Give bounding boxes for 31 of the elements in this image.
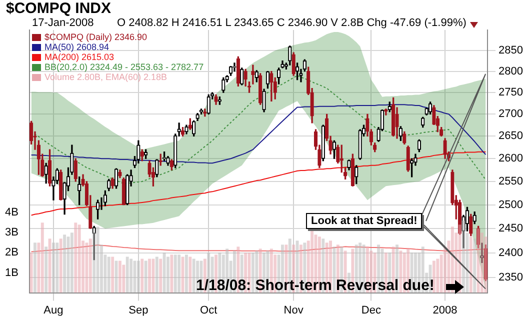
x-tick-label: Oct xyxy=(200,304,218,316)
x-tick-label: Sep xyxy=(128,304,148,316)
annotation: Look at that Spread! xyxy=(306,213,422,229)
y-tick-label: 2850 xyxy=(498,44,524,57)
chart-subtitle: 17-Jan-2008 xyxy=(32,17,94,29)
y2-tick-label: 4B xyxy=(4,206,18,219)
text: O 2408.82 H 2416.51 L 2343.65 C 2346.90 V 2.8B Chg -47.69 (-1.99%) xyxy=(117,17,466,29)
legend-label: MA(50) 2608.94 xyxy=(44,42,109,52)
y-tick-label: 2800 xyxy=(498,65,524,78)
y2-tick-label: 1B xyxy=(4,266,18,279)
y-tick-label: 2550 xyxy=(498,176,524,188)
y-tick-label: 2650 xyxy=(498,130,524,142)
legend-label: BB(20,2.0) 2324.49 - 2553.63 - 2782.77 xyxy=(44,62,204,72)
y-tick-label: 2600 xyxy=(498,152,524,165)
y-tick-label: 2350 xyxy=(498,272,524,284)
y-tick-label: 2450 xyxy=(498,222,524,235)
y-tick-label: 2750 xyxy=(498,86,524,99)
legend-label: $COMPQ (Daily) 2346.90 xyxy=(44,32,147,42)
annotation: 1/18/08: Short-term Reversal due! xyxy=(196,277,434,294)
y2-tick-label: 2B xyxy=(4,246,18,259)
y-tick-label: 2400 xyxy=(498,246,524,259)
y-tick-label: 2500 xyxy=(498,198,524,211)
legend-label: MA(200) 2615.03 xyxy=(44,52,114,62)
legend-label: Volume 2.80B, EMA(60) 2.18B xyxy=(44,72,168,82)
y2-tick-label: 3B xyxy=(4,226,18,239)
x-tick-label: Aug xyxy=(44,304,64,316)
x-tick-label: 2008 xyxy=(432,304,458,316)
x-tick-label: Nov xyxy=(284,304,304,316)
chart-title: $COMPQ INDX xyxy=(6,0,112,17)
x-tick-label: Dec xyxy=(361,304,382,316)
y-tick-label: 2700 xyxy=(498,108,524,120)
